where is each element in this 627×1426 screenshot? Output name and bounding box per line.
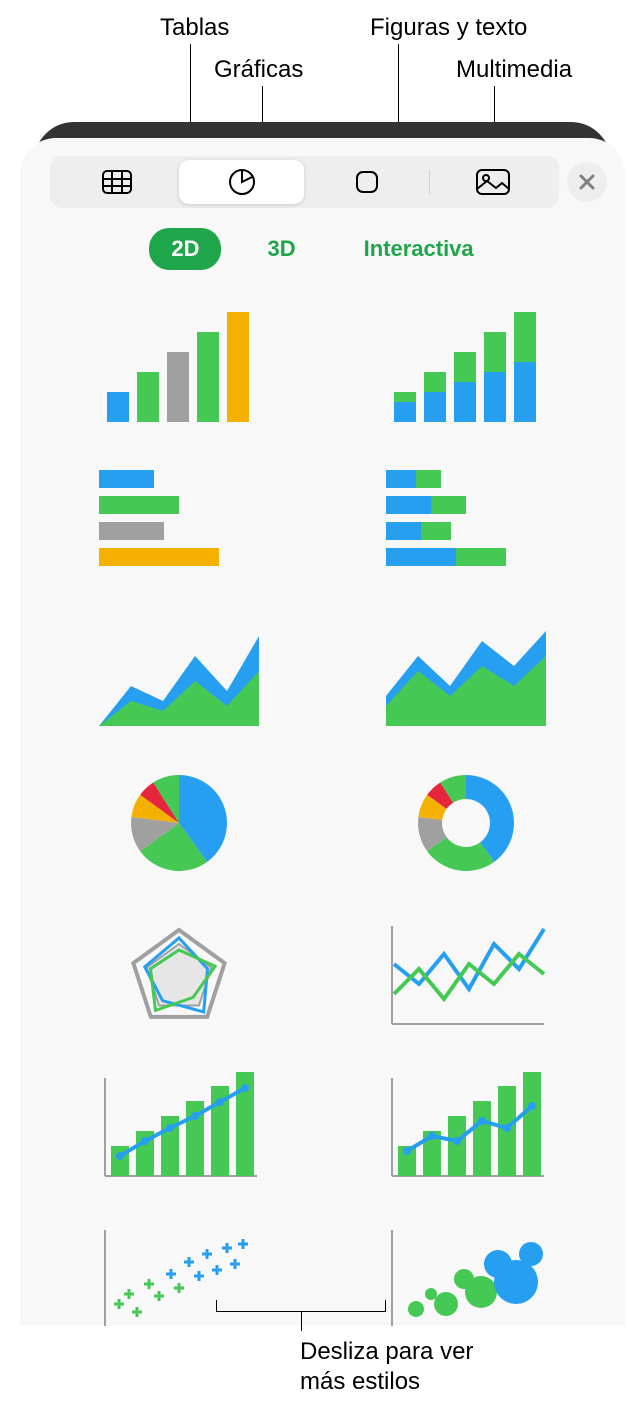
chart-area[interactable] [80,616,278,726]
shapes-icon [353,168,381,196]
callout-multimedia: Multimedia [456,56,572,84]
chart-combo-2[interactable] [368,1072,566,1182]
chart-radar[interactable] [80,920,278,1030]
category-toolbar [20,156,625,208]
chart-column[interactable] [80,312,278,422]
chart-line[interactable] [368,920,566,1030]
callout-tablas: Tablas [160,14,229,42]
tab-2d[interactable]: 2D [149,228,221,270]
category-segmented-control [50,156,559,208]
close-button[interactable] [567,162,607,202]
chart-bar[interactable] [80,464,278,574]
tab-interactive[interactable]: Interactiva [342,228,496,270]
media-icon [476,169,510,195]
callout-swipe-1: Desliza para ver [300,1338,473,1366]
chart-stacked-bar[interactable] [368,464,566,574]
tab-charts[interactable] [179,160,304,204]
bracket [216,1300,386,1312]
chart-area-2[interactable] [368,616,566,726]
close-icon [579,174,595,190]
chart-donut[interactable] [368,768,566,878]
chart-style-grid [20,270,625,1326]
chart-combo[interactable] [80,1072,278,1182]
callout-swipe-2: más estilos [300,1368,420,1396]
tab-shapes[interactable] [304,160,429,204]
chart-pie[interactable] [80,768,278,878]
chart-icon [228,168,256,196]
tab-media[interactable] [430,160,555,204]
table-icon [102,170,132,194]
chart-stacked-column[interactable] [368,312,566,422]
insert-panel: 2D 3D Interactiva [20,138,625,1326]
tab-tables[interactable] [54,160,179,204]
tab-3d[interactable]: 3D [245,228,317,270]
chart-bubble[interactable] [368,1224,566,1326]
chart-dimension-tabs: 2D 3D Interactiva [20,228,625,270]
callout-graficas: Gráficas [214,56,303,84]
callout-figuras: Figuras y texto [370,14,527,42]
